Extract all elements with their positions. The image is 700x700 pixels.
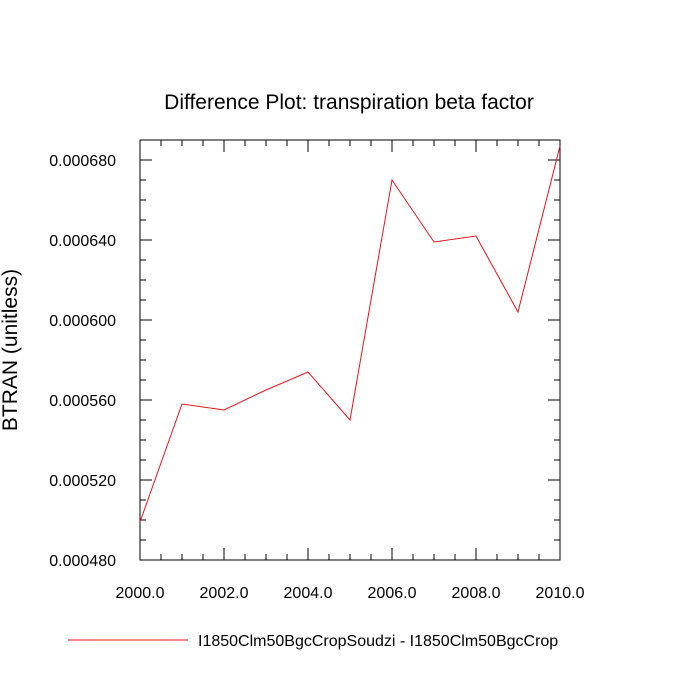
x-tick-label: 2008.0: [452, 585, 501, 602]
x-tick-label: 2004.0: [284, 585, 333, 602]
x-tick-label: 2010.0: [536, 585, 585, 602]
y-tick-label: 0.000640: [49, 233, 116, 250]
x-tick-label: 2002.0: [200, 585, 249, 602]
legend-label: I1850Clm50BgcCropSoudzi - I1850Clm50BgcC…: [198, 633, 558, 650]
x-tick-label: 2000.0: [116, 585, 165, 602]
axis-ticks: [139, 139, 561, 561]
y-tick-label: 0.000480: [49, 553, 116, 570]
y-tick-label: 0.000520: [49, 473, 116, 490]
y-tick-label: 0.000680: [49, 153, 116, 170]
plot-frame: [139, 139, 561, 561]
y-tick-label: 0.000600: [49, 313, 116, 330]
axis-tick-labels: 2000.0 2002.0 2004.0 2006.0 2008.0 2010.0 0.00…: [49, 153, 584, 602]
chart-title: Difference Plot: transpiration beta fact…: [164, 91, 534, 114]
legend: I1850Clm50BgcCropSoudzi - I1850Clm50BgcC…: [68, 633, 558, 650]
x-tick-label: 2006.0: [368, 585, 417, 602]
series-layer: [139, 145, 561, 523]
series-line: [139, 145, 561, 523]
y-tick-label: 0.000560: [49, 393, 116, 410]
y-axis-label: BTRAN (unitless): [0, 269, 22, 431]
